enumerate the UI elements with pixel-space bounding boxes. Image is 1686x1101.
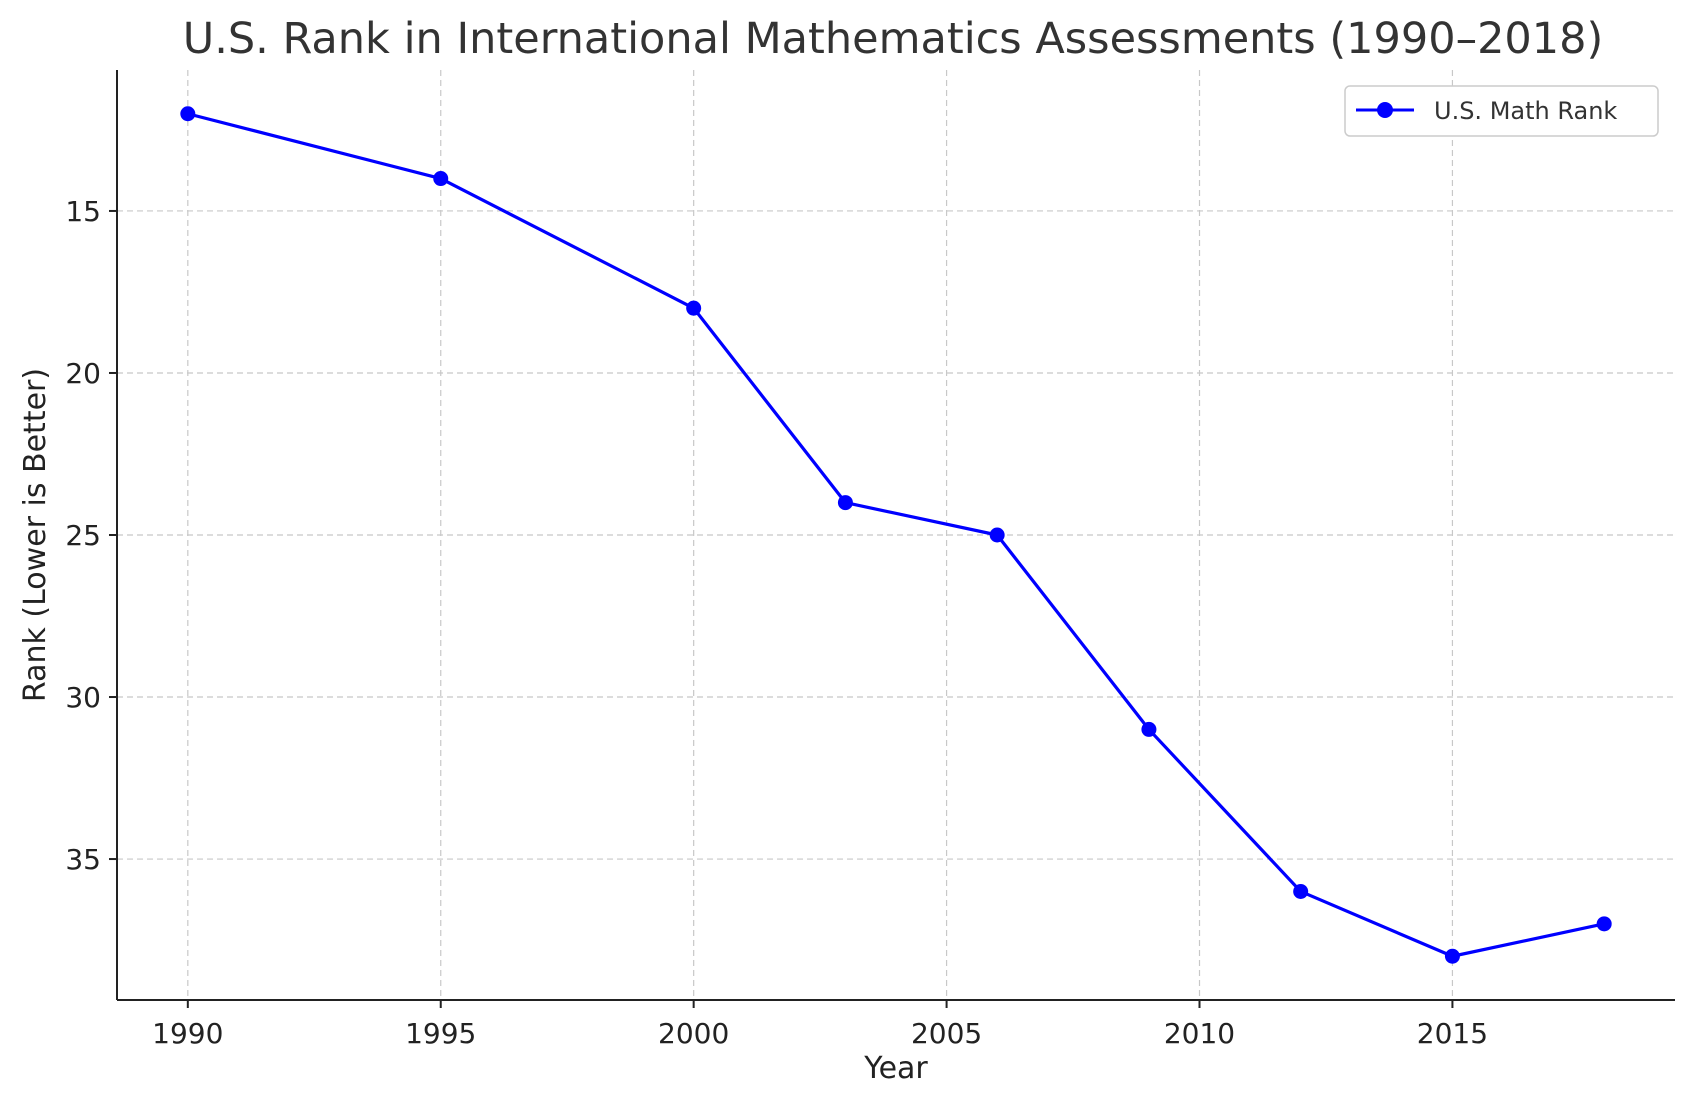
data-point-2012	[1293, 883, 1309, 899]
data-point-1995	[433, 171, 449, 187]
x-tick-label-2010: 2010	[1164, 1017, 1235, 1050]
x-tick-label-2005: 2005	[911, 1017, 982, 1050]
data-point-2006	[989, 527, 1005, 543]
grid	[117, 70, 1675, 1000]
data-point-2003	[837, 495, 853, 511]
x-axis-label: Year	[863, 1051, 928, 1086]
y-tick-label-25: 25	[65, 519, 101, 552]
data-point-2009	[1141, 721, 1157, 737]
legend-box	[1344, 85, 1659, 137]
chart-title: U.S. Rank in International Mathematics A…	[183, 14, 1604, 64]
ticks: 1990 1995 2000 2005 2010 2015 15 20 25 30 35	[65, 195, 1488, 1050]
x-tick-label-1990: 1990	[152, 1017, 223, 1050]
y-tick-label-30: 30	[65, 681, 101, 714]
legend: U.S. Math Rank	[1344, 85, 1659, 137]
y-tick-label-20: 20	[65, 357, 101, 390]
data-point-1990	[180, 106, 196, 122]
y-tick-label-35: 35	[65, 843, 101, 876]
x-tick-label-2000: 2000	[658, 1017, 729, 1050]
y-tick-label-15: 15	[65, 195, 101, 228]
legend-entry-label: U.S. Math Rank	[1434, 97, 1617, 125]
y-axis-label: Rank (Lower is Better)	[18, 368, 53, 702]
data-point-2000	[686, 300, 702, 316]
x-tick-label-2015: 2015	[1417, 1017, 1488, 1050]
data-point-2015	[1444, 948, 1460, 964]
series-layer	[180, 106, 1612, 964]
x-tick-label-1995: 1995	[405, 1017, 476, 1050]
legend-marker-swatch	[1377, 102, 1393, 118]
data-point-2018	[1596, 916, 1612, 932]
